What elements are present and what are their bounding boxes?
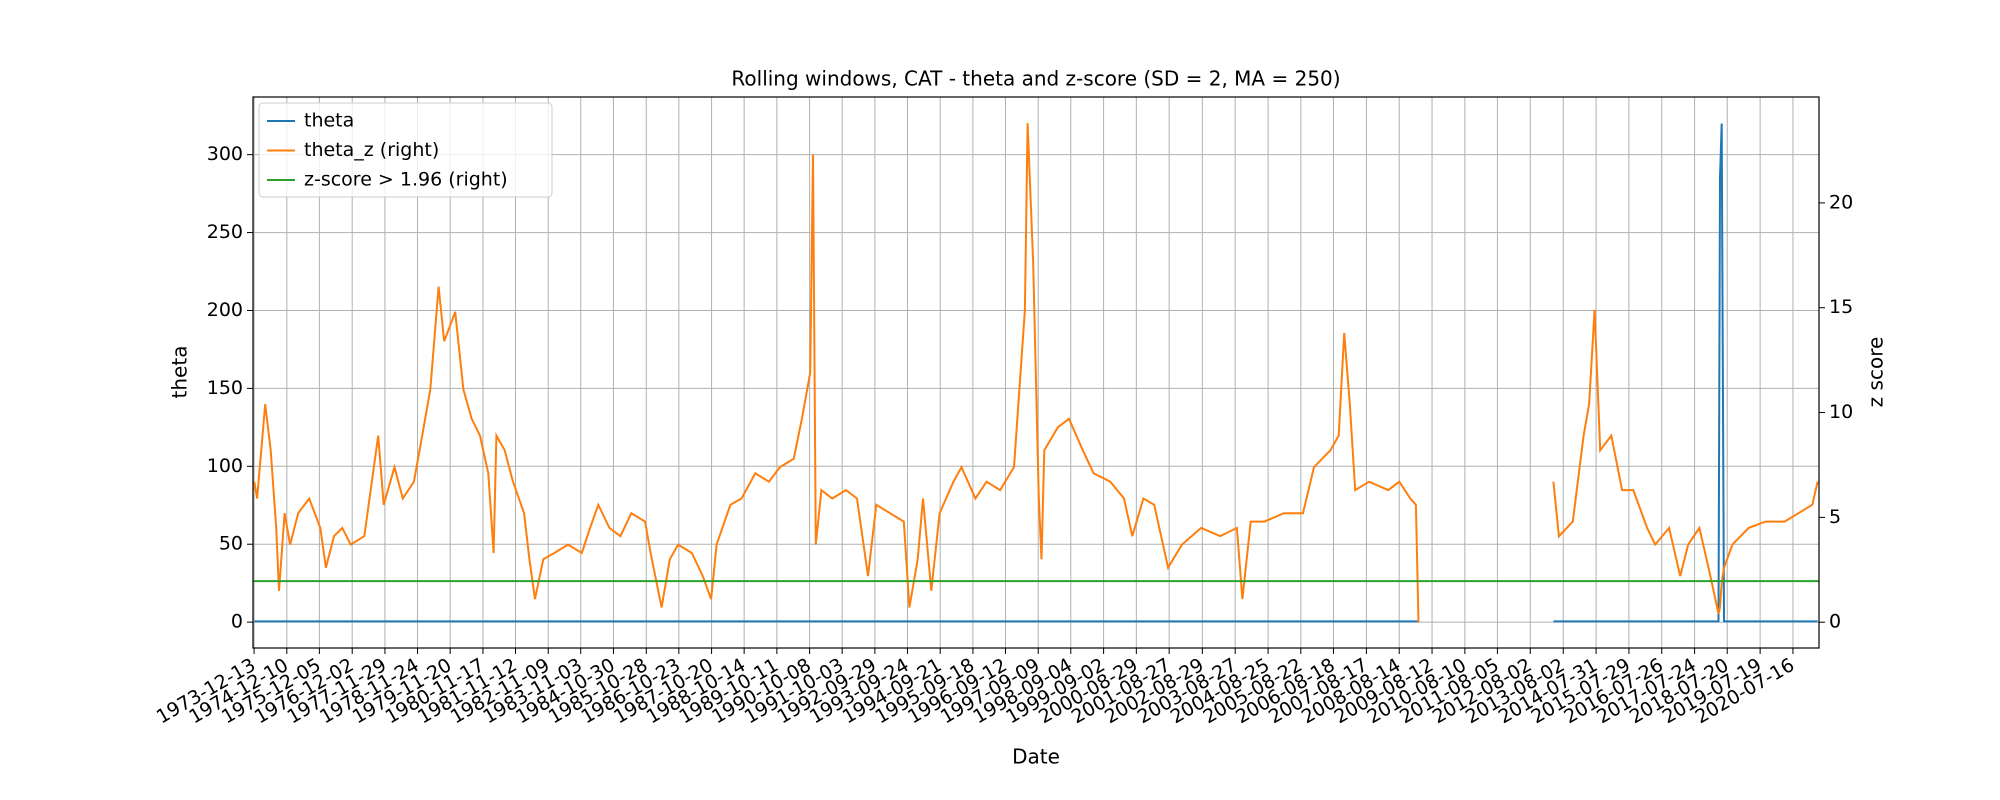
y2-tick-label: 10 [1829, 401, 1853, 423]
y2-tick-label: 15 [1829, 296, 1853, 318]
y2-tick-label: 20 [1829, 191, 1853, 213]
legend-label: theta [304, 110, 354, 132]
y-tick-label: 50 [219, 533, 243, 555]
y-tick-label: 0 [231, 611, 243, 633]
series-line [254, 123, 1818, 623]
legend-label: z-score > 1.96 (right) [304, 169, 508, 191]
plot-frame [252, 96, 1820, 649]
chart-title: Rolling windows, CAT - theta and z-score… [731, 67, 1340, 91]
y-tick-label: 150 [207, 377, 243, 399]
y-tick-label: 200 [207, 299, 243, 321]
y-tick-label: 250 [207, 221, 243, 243]
y2-tick-label: 0 [1829, 611, 1841, 633]
y-tick-label: 100 [207, 455, 243, 477]
legend-label: theta_z (right) [304, 139, 439, 161]
x-axis-label: Date [1012, 745, 1060, 769]
y2-tick-label: 5 [1829, 506, 1841, 528]
series-line [253, 123, 1819, 623]
y2-axis-label: z score [1864, 337, 1888, 408]
y-tick-label: 300 [207, 143, 243, 165]
y-axis-label: theta [168, 346, 192, 399]
legend-box [258, 102, 553, 198]
